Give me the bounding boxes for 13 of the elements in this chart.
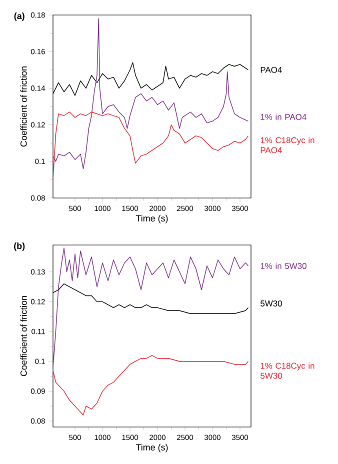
series-label: 1% in 5W30 [260,262,306,269]
series-label: PAO4 [260,66,282,73]
y-axis-title: Coefficient of friction [20,296,27,376]
x-axis-title: Time (s) [136,214,168,224]
chart-title: (a) [14,12,24,21]
series-label: 5W30 [260,300,282,306]
line-series [52,18,249,170]
x-axis-title: Time (s) [136,444,168,452]
series-label: 1% C18Cyc in PAO4 [260,136,314,154]
series-label: 1% in PAO4 [260,114,306,120]
chart-title: (b) [14,242,25,251]
series-label: 1% C18Cyc in 5W30 [260,362,314,379]
y-axis-title: Coefficient of friction [20,66,27,147]
